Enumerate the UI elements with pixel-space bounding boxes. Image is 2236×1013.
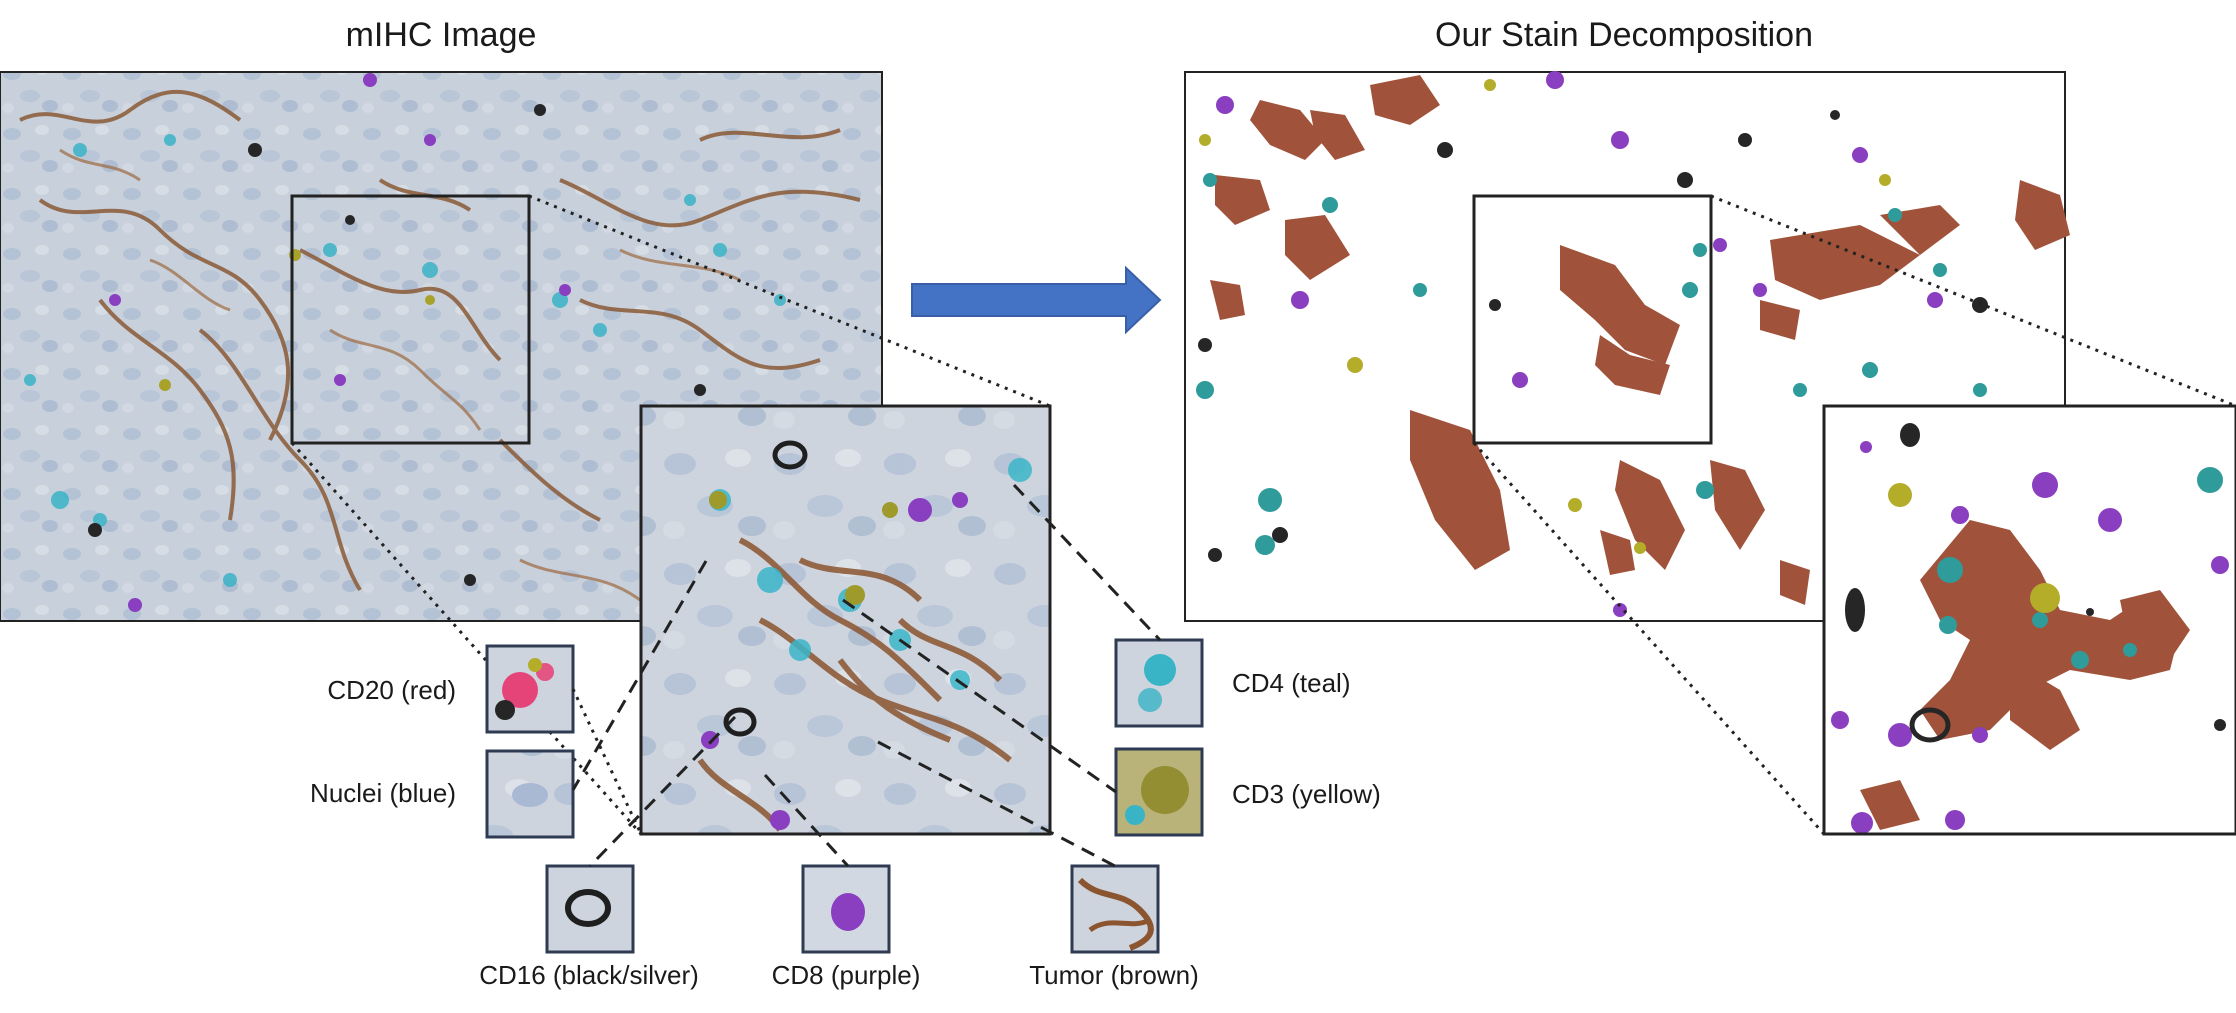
crop-cd3: [1114, 747, 1204, 837]
label-tumor: Tumor (brown): [1029, 960, 1199, 990]
label-cd20: CD20 (red): [327, 675, 456, 705]
mihc-image-title: mIHC Image: [345, 16, 537, 54]
label-cd16: CD16 (black/silver): [479, 960, 699, 990]
decomposition-zoom-inset: [1824, 406, 2236, 834]
label-cd4: CD4 (teal): [1232, 668, 1351, 698]
crop-nuclei: [485, 749, 575, 839]
decomposition-image: [1184, 71, 2070, 622]
crop-tumor: [1070, 864, 1160, 954]
label-cd3: CD3 (yellow): [1232, 779, 1381, 809]
crop-cd20: [485, 644, 575, 734]
arrow-icon: [911, 265, 1162, 335]
label-cd8: CD8 (purple): [771, 960, 921, 990]
mihc-zoom-inset: [641, 406, 1050, 834]
decomposition-roi-box: [1472, 194, 1713, 445]
crop-cd16: [545, 864, 635, 954]
crop-cd8: [801, 864, 891, 954]
crop-cd4: [1114, 638, 1204, 728]
label-nuclei: Nuclei (blue): [310, 778, 456, 808]
mihc-roi-box: [290, 194, 531, 445]
decomposition-title: Our Stain Decomposition: [1435, 16, 1813, 54]
